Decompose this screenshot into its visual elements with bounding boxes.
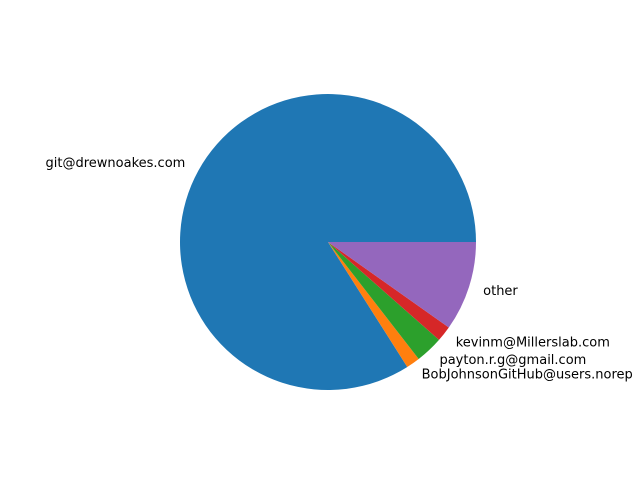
pie-slice-bobjohnsongithub-users-norep [328, 242, 419, 367]
pie-label-payton-r-g-gmail-com: payton.r.g@gmail.com [439, 353, 586, 368]
pie-slice-kevinm-millerslab-com [328, 242, 449, 340]
pie-slices [180, 93, 477, 391]
pie-label-other: other [483, 284, 518, 299]
pie-slice-payton-r-g-gmail-com [328, 242, 440, 359]
pie-label-kevinm-millerslab-com: kevinm@Millerslab.com [456, 335, 610, 350]
pie-label-bobjohnsongithub-users-norep: BobJohnsonGitHub@users.norep [422, 368, 633, 383]
pie-labels: git@drewnoakes.com BobJohnsonGitHub@users… [46, 156, 633, 383]
pie-label-git-drewnoakes-com: git@drewnoakes.com [46, 156, 186, 171]
pie-slice-other [328, 242, 476, 328]
